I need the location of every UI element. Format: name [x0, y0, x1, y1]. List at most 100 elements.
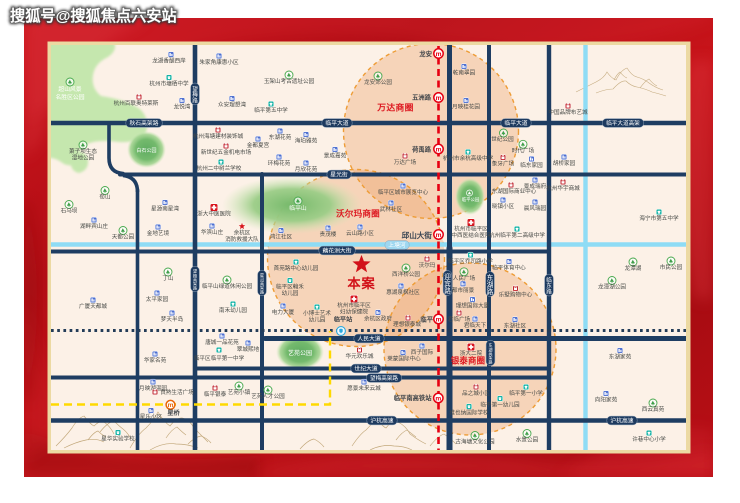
svg-text:临平银泰: 临平银泰 — [204, 390, 227, 398]
svg-text:君临广场: 君临广场 — [448, 315, 471, 323]
svg-text:名胜区公园: 名胜区公园 — [56, 93, 85, 101]
svg-text:临平大道: 临平大道 — [504, 119, 527, 127]
svg-text:望: 望 — [193, 268, 197, 274]
svg-text:路: 路 — [546, 287, 552, 295]
svg-text:月映桂花园: 月映桂花园 — [452, 103, 480, 111]
svg-text:星桥: 星桥 — [167, 409, 180, 417]
svg-text:湖畔宾山庄: 湖畔宾山庄 — [80, 222, 108, 230]
svg-text:龙安郊公园: 龙安郊公园 — [364, 78, 392, 86]
svg-text:架: 架 — [489, 354, 493, 360]
svg-text:翠城熙地: 翠城熙地 — [237, 345, 260, 353]
svg-text:晓镇小区: 晓镇小区 — [492, 202, 515, 210]
svg-text:都市丽景: 都市丽景 — [452, 286, 475, 294]
svg-text:临平山绿道休闲公园: 临平山绿道休闲公园 — [202, 282, 253, 290]
svg-text:杭州市临平区: 杭州市临平区 — [454, 225, 488, 233]
svg-text:浙大中医医院: 浙大中医医院 — [197, 210, 231, 218]
svg-text:景成瑞府: 景成瑞府 — [524, 182, 547, 190]
svg-text:超山风景: 超山风景 — [58, 85, 81, 93]
svg-text:幼儿园: 幼儿园 — [309, 316, 326, 324]
svg-text:藕花洲大街: 藕花洲大街 — [323, 247, 352, 255]
svg-text:杭州市临平区: 杭州市临平区 — [337, 301, 371, 309]
svg-text:胡桥家园: 胡桥家园 — [553, 159, 576, 167]
svg-text:上塘河: 上塘河 — [388, 241, 406, 249]
svg-text:河: 河 — [260, 276, 264, 282]
svg-text:万达广场: 万达广场 — [394, 158, 417, 166]
svg-text:m: m — [436, 146, 442, 153]
svg-text:艺苑小镇: 艺苑小镇 — [228, 388, 251, 396]
svg-text:首苑路中心幼儿园: 首苑路中心幼儿园 — [274, 264, 319, 272]
svg-text:丁山: 丁山 — [162, 274, 173, 282]
svg-text:品之城小区: 品之城小区 — [462, 389, 490, 397]
svg-text:临平公园: 临平公园 — [462, 196, 480, 203]
svg-text:莱蒙国际中心: 莱蒙国际中心 — [387, 355, 421, 363]
svg-text:中西医结合医院: 中西医结合医院 — [451, 231, 491, 239]
svg-text:银泰商圈: 银泰商圈 — [450, 356, 485, 366]
svg-text:架: 架 — [193, 280, 197, 286]
svg-text:良熟生活广场: 良熟生活广场 — [160, 388, 194, 396]
svg-text:临东家园: 临东家园 — [520, 161, 543, 169]
svg-text:贵茂楼: 贵茂楼 — [320, 230, 337, 238]
svg-text:小博士艺术: 小博士艺术 — [303, 309, 331, 317]
svg-text:搜狐号@搜狐焦点六安站: 搜狐号@搜狐焦点六安站 — [10, 7, 177, 25]
svg-text:临平第一小学: 临平第一小学 — [509, 389, 543, 397]
svg-text:众安理想湾: 众安理想湾 — [218, 101, 246, 109]
svg-text:人民广场: 人民广场 — [453, 274, 476, 282]
svg-text:许巷中心小学: 许巷中心小学 — [632, 435, 666, 443]
svg-text:荀山: 荀山 — [99, 193, 110, 201]
svg-text:太平家园: 太平家园 — [146, 295, 169, 303]
svg-text:朱家角康惠小区: 朱家角康惠小区 — [199, 58, 239, 66]
svg-text:天都公园: 天都公园 — [112, 234, 135, 241]
svg-text:东湖国际商业中心: 东湖国际商业中心 — [492, 187, 537, 195]
svg-text:南禾幼儿园: 南禾幼儿园 — [219, 306, 247, 314]
svg-text:临平山: 临平山 — [289, 204, 307, 212]
svg-text:西洋桥公园: 西洋桥公园 — [392, 270, 420, 278]
svg-text:临平站: 临平站 — [334, 316, 353, 324]
svg-text:浙大二院: 浙大二院 — [460, 349, 483, 357]
svg-text:武林社区: 武林社区 — [380, 205, 403, 213]
svg-text:金都夏宫: 金都夏宫 — [247, 141, 270, 149]
svg-text:沪杭高速: 沪杭高速 — [610, 417, 633, 425]
svg-text:向阳家苑: 向阳家苑 — [595, 396, 618, 404]
svg-text:临平区乔司路小学: 临平区乔司路小学 — [448, 257, 493, 265]
svg-text:古海塘文化公园: 古海塘文化公园 — [455, 438, 495, 446]
svg-text:高: 高 — [193, 276, 197, 282]
svg-text:云山路小区: 云山路小区 — [346, 229, 374, 237]
svg-text:景成嘉苑: 景成嘉苑 — [324, 152, 347, 160]
svg-text:艺苑公园: 艺苑公园 — [288, 349, 312, 357]
svg-text:萧子坝生态: 萧子坝生态 — [69, 147, 97, 155]
svg-text:湿地公园: 湿地公园 — [72, 154, 95, 162]
svg-text:荷禹路: 荷禹路 — [411, 145, 432, 154]
svg-text:m: m — [436, 51, 442, 58]
svg-text:电力大厦: 电力大厦 — [272, 308, 295, 316]
svg-text:时代广场: 时代广场 — [512, 146, 535, 154]
svg-text:临: 临 — [546, 276, 552, 284]
svg-text:东: 东 — [546, 282, 552, 290]
svg-text:秋石高架路: 秋石高架路 — [130, 119, 159, 127]
svg-text:金地艺境: 金地艺境 — [147, 229, 170, 237]
svg-text:杭州市塘栖中学: 杭州市塘栖中学 — [149, 80, 189, 88]
svg-text:杭州海塘建材装饰城: 杭州海塘建材装饰城 — [193, 132, 244, 140]
svg-text:星: 星 — [260, 272, 264, 278]
svg-text:湖: 湖 — [487, 280, 494, 289]
svg-text:东: 东 — [487, 273, 494, 282]
svg-text:望梅高架路: 望梅高架路 — [370, 374, 398, 382]
svg-text:高: 高 — [260, 280, 264, 286]
svg-text:高: 高 — [489, 350, 493, 356]
svg-text:余杭区政府: 余杭区政府 — [364, 315, 392, 323]
svg-text:月映湖温园: 月映湖温园 — [139, 384, 167, 392]
svg-text:龙潭湖: 龙潭湖 — [625, 264, 642, 272]
svg-text:唐城一品花苑: 唐城一品花苑 — [205, 338, 239, 346]
svg-text:西子国际: 西子国际 — [411, 348, 434, 356]
svg-text:新世纪五金机电市场: 新世纪五金机电市场 — [201, 148, 252, 156]
svg-text:广厦天都城: 广厦天都城 — [79, 302, 107, 310]
svg-text:东: 东 — [489, 342, 493, 348]
svg-text:华家名苑: 华家名苑 — [144, 356, 167, 364]
svg-text:路: 路 — [192, 96, 198, 104]
svg-text:沪杭高速: 沪杭高速 — [370, 417, 393, 425]
svg-text:华滨山庄: 华滨山庄 — [201, 228, 224, 236]
svg-text:m: m — [435, 395, 441, 402]
svg-text:龙悦湾: 龙悦湾 — [174, 103, 191, 111]
svg-text:白石公园: 白石公园 — [136, 147, 156, 154]
svg-text:乾南翠园: 乾南翠园 — [453, 69, 476, 77]
svg-text:星光街: 星光街 — [330, 171, 348, 179]
